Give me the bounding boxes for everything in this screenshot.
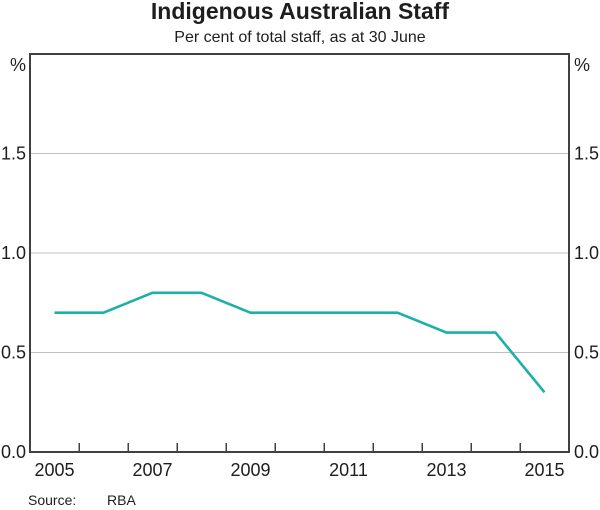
y-tick-label-right: 1.0 bbox=[574, 243, 599, 263]
source-label: Source: bbox=[28, 492, 77, 508]
x-tick-label: 2013 bbox=[426, 460, 466, 480]
unit-label-right: % bbox=[574, 55, 590, 75]
y-tick-label-right: 0.0 bbox=[574, 442, 599, 462]
x-tick-label: 2015 bbox=[524, 460, 564, 480]
y-tick-label-right: 0.5 bbox=[574, 343, 599, 363]
y-tick-label-left: 0.5 bbox=[1, 343, 26, 363]
chart-subtitle: Per cent of total staff, as at 30 June bbox=[174, 29, 426, 46]
x-tick-label: 2009 bbox=[230, 460, 270, 480]
x-tick-label: 2011 bbox=[329, 460, 368, 480]
y-tick-label-left: 0.0 bbox=[1, 442, 26, 462]
x-tick-label: 2005 bbox=[34, 460, 74, 480]
plot-frame bbox=[29, 53, 570, 453]
source-note: Source: RBA bbox=[0, 492, 600, 510]
chart-title: Indigenous Australian Staff bbox=[150, 0, 450, 24]
y-tick-label-left: 1.5 bbox=[1, 144, 26, 164]
x-tick-label: 2007 bbox=[132, 460, 172, 480]
unit-label-left: % bbox=[10, 55, 26, 75]
y-tick-label-left: 1.0 bbox=[1, 243, 26, 263]
y-tick-label-right: 1.5 bbox=[574, 144, 599, 164]
data-line-indigenous-staff bbox=[54, 291, 546, 394]
source-value: RBA bbox=[107, 492, 136, 508]
